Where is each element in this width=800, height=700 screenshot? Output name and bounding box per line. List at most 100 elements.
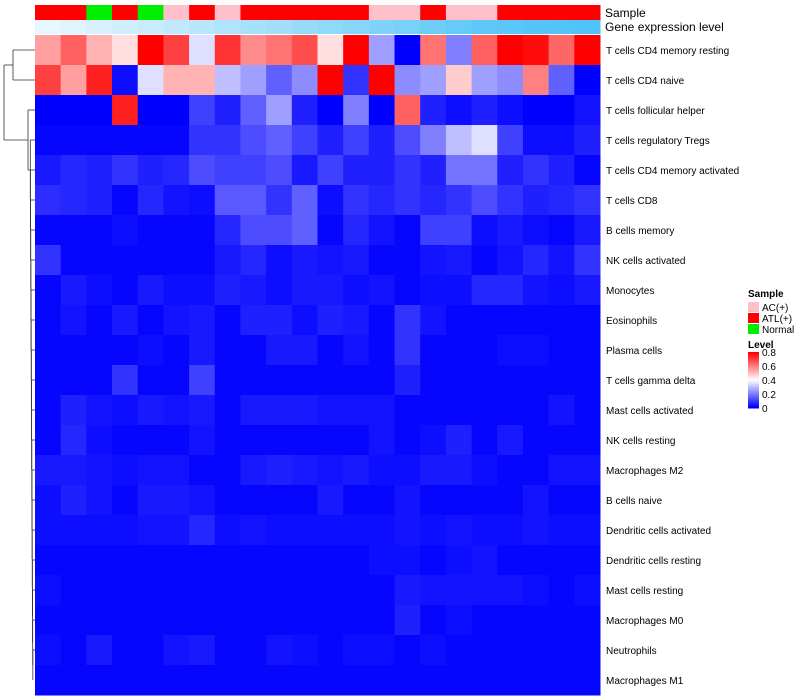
heatmap-cell bbox=[240, 215, 267, 246]
heatmap-cell bbox=[35, 305, 62, 336]
heatmap-cell bbox=[291, 155, 318, 186]
heatmap-cell bbox=[394, 95, 421, 126]
heatmap-cell bbox=[343, 335, 370, 366]
heatmap-cell bbox=[497, 155, 524, 186]
heatmap-cell bbox=[445, 185, 473, 216]
legend-gradient-step bbox=[748, 375, 759, 378]
heatmap-cell bbox=[291, 125, 318, 156]
legend-gradient-step bbox=[748, 356, 759, 359]
heatmap-cell bbox=[548, 515, 575, 546]
heatmap-cell bbox=[189, 335, 216, 366]
heatmap-cell bbox=[445, 125, 473, 156]
legend-gradient-step bbox=[748, 394, 759, 396]
heatmap-cell bbox=[266, 515, 293, 546]
legend-sample-items: AC(+)ATL(+)Normal bbox=[748, 302, 794, 336]
heatmap-cell bbox=[60, 125, 87, 156]
heatmap-cell bbox=[574, 95, 601, 126]
heatmap-cell bbox=[548, 215, 575, 246]
row-label: Macrophages M0 bbox=[606, 616, 684, 627]
legend-gradient-step bbox=[748, 402, 759, 405]
heatmap-cell bbox=[189, 95, 216, 126]
heatmap-cell bbox=[343, 635, 370, 666]
heatmap-cell bbox=[86, 515, 113, 546]
heatmap-cell bbox=[35, 335, 62, 366]
heatmap-cell bbox=[522, 65, 550, 96]
heatmap-cell bbox=[86, 395, 113, 426]
heatmap-cell bbox=[291, 185, 318, 216]
row-label: Monocytes bbox=[606, 286, 654, 297]
heatmap-cell bbox=[214, 125, 241, 156]
heatmap-cell bbox=[86, 545, 113, 576]
legend-item-label: AC(+) bbox=[762, 303, 788, 314]
heatmap-cell bbox=[574, 275, 601, 306]
heatmap-cell bbox=[471, 65, 498, 96]
legend-gradient-step bbox=[748, 367, 759, 370]
heatmap-cell bbox=[189, 455, 216, 486]
legend-swatch bbox=[748, 324, 759, 334]
heatmap-cell bbox=[471, 95, 498, 126]
heatmap-cell bbox=[394, 245, 421, 276]
heatmap-cell bbox=[394, 575, 421, 606]
legend-tick-label: 0 bbox=[762, 404, 768, 415]
sample-annotation-label: Sample bbox=[605, 6, 646, 20]
heatmap-cell bbox=[574, 545, 601, 576]
heatmap-cell bbox=[60, 305, 87, 336]
legend-gradient-step bbox=[748, 380, 759, 382]
heatmap-cell bbox=[317, 605, 344, 636]
expression-annotation-cell bbox=[137, 20, 164, 34]
heatmap-cell bbox=[471, 485, 498, 516]
legend-gradient-step bbox=[748, 389, 759, 392]
expression-annotation-cell bbox=[368, 20, 396, 34]
expression-annotation-label: Gene expression level bbox=[605, 20, 724, 34]
heatmap-cell bbox=[368, 395, 396, 426]
heatmap-cell bbox=[291, 515, 318, 546]
heatmap-cell bbox=[522, 305, 550, 336]
heatmap-cell bbox=[60, 515, 87, 546]
heatmap-cell bbox=[497, 185, 524, 216]
heatmap-cell bbox=[420, 545, 447, 576]
heatmap-cell bbox=[60, 425, 87, 456]
heatmap-cell bbox=[317, 515, 344, 546]
heatmap-cell bbox=[574, 125, 601, 156]
heatmap-cell bbox=[137, 275, 164, 306]
heatmap-cell bbox=[291, 635, 318, 666]
heatmap-cell bbox=[266, 575, 293, 606]
expression-annotation-cell bbox=[189, 20, 216, 34]
heatmap-cells bbox=[35, 35, 601, 696]
heatmap-cell bbox=[189, 35, 216, 66]
row-label: Macrophages M2 bbox=[606, 466, 684, 477]
legend-gradient-step bbox=[748, 357, 759, 360]
heatmap-cell bbox=[394, 305, 421, 336]
heatmap-cell bbox=[112, 395, 139, 426]
heatmap-cell bbox=[522, 275, 550, 306]
heatmap-cell bbox=[394, 635, 421, 666]
sample-annotation-cell bbox=[60, 5, 87, 20]
heatmap-cell bbox=[163, 635, 190, 666]
heatmap-cell bbox=[86, 275, 113, 306]
heatmap-cell bbox=[368, 605, 396, 636]
legend-gradient-step bbox=[748, 385, 759, 388]
heatmap-cell bbox=[445, 305, 473, 336]
heatmap-cell bbox=[497, 575, 524, 606]
heatmap-cell bbox=[163, 215, 190, 246]
row-label: Macrophages M1 bbox=[606, 676, 684, 687]
heatmap-cell bbox=[522, 95, 550, 126]
heatmap-cell bbox=[60, 155, 87, 186]
heatmap-cell bbox=[522, 635, 550, 666]
heatmap-cell bbox=[522, 395, 550, 426]
heatmap-cell bbox=[522, 155, 550, 186]
heatmap-cell bbox=[420, 245, 447, 276]
heatmap-cell bbox=[214, 605, 241, 636]
heatmap-cell bbox=[60, 605, 87, 636]
expression-annotation-cell bbox=[317, 20, 344, 34]
row-label: T cells regulatory Tregs bbox=[606, 136, 710, 147]
heatmap-cell bbox=[317, 335, 344, 366]
heatmap-cell bbox=[394, 515, 421, 546]
heatmap-cell bbox=[214, 245, 241, 276]
legend-gradient-step bbox=[748, 392, 759, 395]
sample-annotation-cell bbox=[343, 5, 370, 20]
heatmap-cell bbox=[574, 305, 601, 336]
heatmap-cell bbox=[368, 95, 396, 126]
heatmap-cell bbox=[574, 635, 601, 666]
heatmap-cell bbox=[240, 275, 267, 306]
